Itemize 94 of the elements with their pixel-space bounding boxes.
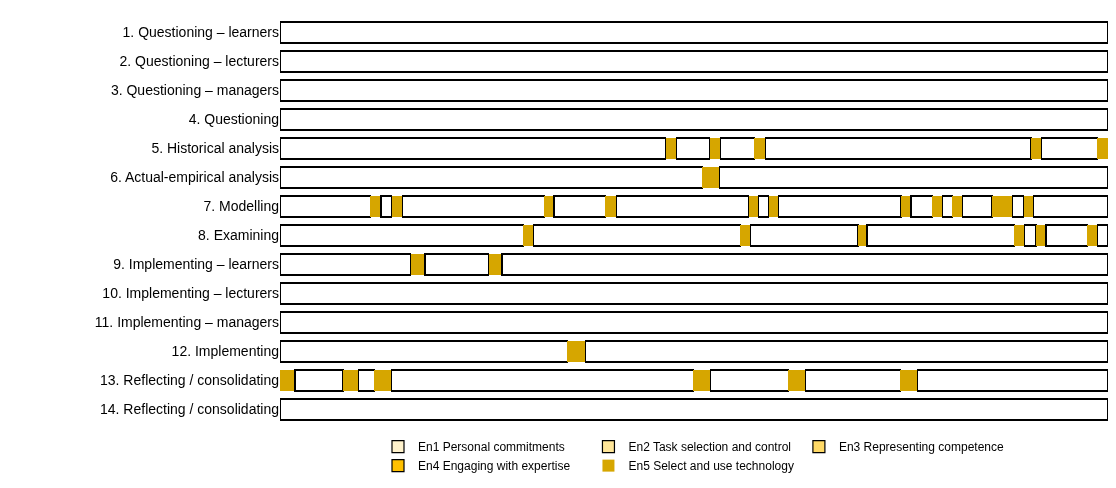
bar <box>532 224 741 247</box>
legend-label: En1 Personal commitments <box>418 440 565 455</box>
bar <box>401 195 545 218</box>
bar <box>391 196 403 217</box>
bar <box>1014 225 1025 246</box>
bar <box>1041 137 1098 160</box>
legend-label: En4 Engaging with expertise <box>418 459 571 474</box>
bar <box>280 311 1108 334</box>
bar <box>866 224 1016 247</box>
bar <box>702 167 720 188</box>
y-tick-label: 8. Examining <box>198 227 279 244</box>
bar <box>280 340 568 363</box>
bar <box>380 195 393 218</box>
y-tick-label: 9. Implementing – learners <box>113 256 279 273</box>
bar <box>280 195 371 218</box>
bar <box>280 224 525 247</box>
bar <box>910 195 934 218</box>
bar <box>280 108 1108 131</box>
bar <box>676 137 711 160</box>
bar <box>294 369 344 392</box>
bar <box>941 195 953 218</box>
bar <box>391 369 694 392</box>
bar <box>280 370 295 391</box>
y-tick-label: 4. Questioning <box>188 111 279 128</box>
bar <box>544 196 555 217</box>
bar <box>501 253 1108 276</box>
y-tick-label: 2. Questioning – lecturers <box>119 53 279 70</box>
bar <box>900 370 918 391</box>
y-tick-label: 13. Reflecting / consolidating <box>100 372 279 389</box>
y-tick-label: 1. Questioning – learners <box>122 24 279 41</box>
bar <box>719 166 1108 189</box>
bar <box>615 195 750 218</box>
y-tick-label: 6. Actual-empirical analysis <box>110 169 279 186</box>
bar <box>567 341 586 362</box>
bar <box>757 195 770 218</box>
bar <box>280 79 1108 102</box>
bar <box>280 50 1108 73</box>
bar <box>424 253 490 276</box>
y-tick-label: 11. Implementing – managers <box>94 314 279 331</box>
bar <box>410 254 425 275</box>
bar <box>992 196 1013 217</box>
y-tick-label: 3. Questioning – managers <box>110 82 279 99</box>
bar <box>754 138 766 159</box>
y-tick-label: 14. Reflecting / consolidating <box>100 401 279 418</box>
bar <box>768 196 779 217</box>
bar <box>523 225 534 246</box>
y-tick-label: 12. Implementing <box>171 343 279 360</box>
bar <box>916 369 1108 392</box>
bar <box>370 196 382 217</box>
bar <box>1035 225 1046 246</box>
bar <box>1032 195 1108 218</box>
bar <box>488 254 502 275</box>
bar <box>280 166 703 189</box>
bar <box>280 282 1108 305</box>
bar <box>374 370 392 391</box>
bar <box>280 137 667 160</box>
bar <box>764 137 1032 160</box>
bar <box>740 225 751 246</box>
bar <box>709 369 789 392</box>
bar <box>342 370 359 391</box>
bar <box>788 370 806 391</box>
bar <box>748 196 759 217</box>
bar <box>1023 224 1037 247</box>
bar <box>584 340 1108 363</box>
bar <box>719 137 756 160</box>
bar <box>280 253 412 276</box>
bar <box>1087 225 1098 246</box>
bar <box>777 195 902 218</box>
bar <box>358 369 375 392</box>
bar <box>709 138 721 159</box>
bar <box>749 224 859 247</box>
y-tick-label: 10. Implementing – lecturers <box>102 285 279 302</box>
legend-label: En2 Task selection and control <box>628 440 791 455</box>
y-tick-label: 5. Historical analysis <box>151 140 279 157</box>
bar <box>1045 224 1088 247</box>
bar <box>280 21 1108 44</box>
bar <box>952 196 963 217</box>
bar <box>1023 196 1034 217</box>
bar <box>1096 224 1108 247</box>
bar <box>280 398 1108 421</box>
legend-label: En5 Select and use technology <box>628 459 794 474</box>
bar <box>1031 138 1042 159</box>
y-tick-label: 7. Modelling <box>203 198 279 215</box>
bar <box>553 195 606 218</box>
legend-label: En3 Representing competence <box>838 440 1004 455</box>
bar <box>901 196 911 217</box>
bar <box>805 369 901 392</box>
bar <box>932 196 943 217</box>
bar <box>665 138 677 159</box>
bar <box>605 196 617 217</box>
bar <box>961 195 993 218</box>
bar <box>693 370 711 391</box>
bar <box>1097 138 1108 159</box>
bar <box>1012 195 1025 218</box>
